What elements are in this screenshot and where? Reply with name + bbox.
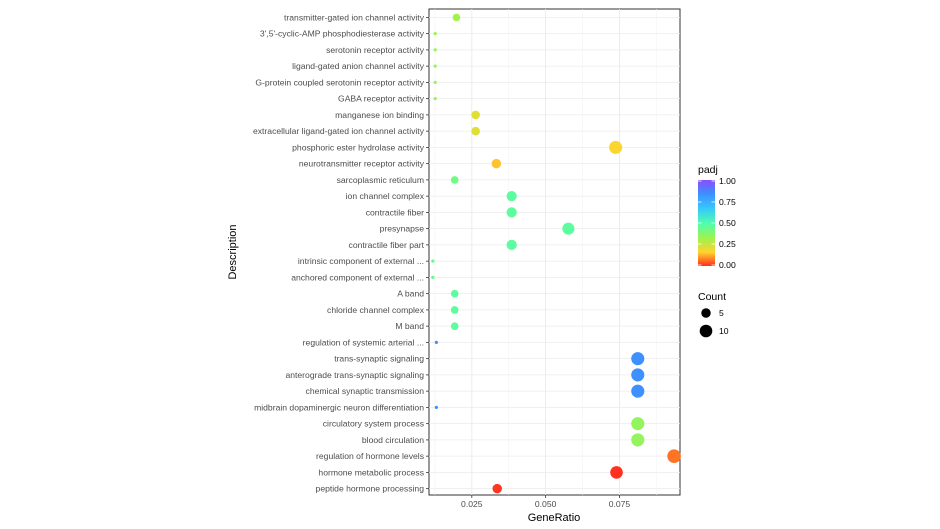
y-tick-label: neurotransmitter receptor activity bbox=[299, 159, 425, 169]
data-point bbox=[431, 275, 435, 279]
y-tick-label: phosphoric ester hydrolase activity bbox=[292, 142, 425, 152]
data-point bbox=[433, 80, 437, 84]
data-point bbox=[431, 259, 435, 263]
data-point bbox=[506, 207, 517, 218]
y-tick-label: intrinsic component of external ... bbox=[298, 256, 424, 266]
data-point bbox=[433, 32, 437, 36]
padj-tick-label: 1.00 bbox=[719, 176, 736, 186]
x-tick-label: 0.075 bbox=[609, 499, 631, 509]
x-tick-label: 0.025 bbox=[461, 499, 483, 509]
data-point bbox=[433, 48, 437, 52]
x-tick-labels: 0.025 0.050 0.075 bbox=[461, 495, 630, 509]
count-legend-label: 10 bbox=[719, 326, 729, 336]
data-point bbox=[631, 352, 645, 366]
y-tick-label: extracellular ligand-gated ion channel a… bbox=[253, 126, 425, 136]
padj-legend-title: padj bbox=[698, 164, 718, 176]
y-tick-label: ligand-gated anion channel activity bbox=[292, 61, 425, 71]
padj-tick-label: 0.25 bbox=[719, 239, 736, 249]
y-tick-label: contractile fiber part bbox=[349, 240, 425, 250]
data-point bbox=[471, 110, 480, 120]
data-point bbox=[491, 158, 502, 169]
data-point bbox=[631, 368, 645, 382]
padj-legend-ticks: 1.00 0.75 0.50 0.25 0.00 bbox=[698, 176, 736, 270]
y-tick-label: transmitter-gated ion channel activity bbox=[284, 12, 425, 22]
y-tick-label: peptide hormone processing bbox=[316, 484, 425, 494]
count-legend: Count 5 10 bbox=[698, 291, 729, 338]
y-tick-label: chemical synaptic transmission bbox=[306, 386, 425, 396]
data-point bbox=[471, 126, 480, 136]
y-tick-label: regulation of hormone levels bbox=[316, 451, 424, 461]
data-point bbox=[609, 140, 623, 154]
data-point bbox=[631, 417, 645, 431]
y-tick-label: trans-synaptic signaling bbox=[334, 354, 424, 364]
y-tick-label: circulatory system process bbox=[323, 419, 424, 429]
data-point bbox=[492, 483, 502, 494]
y-tick-label: regulation of systemic arterial ... bbox=[303, 337, 424, 347]
data-point bbox=[450, 322, 459, 330]
data-point bbox=[506, 239, 517, 251]
data-point bbox=[610, 466, 623, 479]
data-point bbox=[506, 191, 517, 202]
y-tick-label: hormone metabolic process bbox=[318, 467, 424, 477]
data-point bbox=[631, 433, 645, 447]
grid-lines bbox=[429, 9, 680, 495]
data-point bbox=[433, 97, 437, 101]
data-points bbox=[431, 13, 681, 494]
data-point bbox=[562, 222, 575, 235]
data-point bbox=[631, 384, 645, 398]
count-legend-entries: 5 10 bbox=[699, 308, 729, 338]
data-point bbox=[434, 340, 438, 344]
y-tick-label: A band bbox=[397, 289, 424, 299]
y-tick-label: sarcoplasmic reticulum bbox=[337, 175, 424, 185]
count-legend-title: Count bbox=[698, 291, 726, 303]
y-tick-label: ion channel complex bbox=[346, 191, 425, 201]
padj-tick-label: 0.75 bbox=[719, 197, 736, 207]
y-tick-label: GABA receptor activity bbox=[338, 94, 425, 104]
y-tick-label: blood circulation bbox=[362, 435, 424, 445]
y-tick-label: serotonin receptor activity bbox=[326, 45, 425, 55]
y-tick-label: presynapse bbox=[380, 224, 425, 234]
data-point bbox=[667, 449, 681, 463]
data-point bbox=[452, 13, 461, 22]
y-tick-label: chloride channel complex bbox=[327, 305, 425, 315]
y-tick-labels: transmitter-gated ion channel activity 3'… bbox=[253, 12, 429, 494]
y-tick-label: G-protein coupled serotonin receptor act… bbox=[255, 77, 424, 87]
count-legend-label: 5 bbox=[719, 308, 724, 318]
y-tick-label: M band bbox=[395, 321, 424, 331]
padj-tick-label: 0.50 bbox=[719, 218, 736, 228]
y-tick-label: anchored component of external ... bbox=[291, 272, 424, 282]
data-point bbox=[434, 405, 438, 409]
data-point bbox=[433, 64, 437, 68]
x-tick-label: 0.050 bbox=[535, 499, 557, 509]
padj-legend: padj 1.00 0.75 0.50 0.25 0.00 bbox=[698, 164, 736, 270]
data-point bbox=[450, 289, 459, 298]
count-legend-key bbox=[699, 324, 713, 338]
y-axis-title: Description bbox=[227, 224, 239, 279]
plot-panel bbox=[428, 8, 681, 496]
x-axis-title: GeneRatio bbox=[528, 512, 581, 524]
y-tick-label: contractile fiber bbox=[366, 207, 424, 217]
padj-tick-label: 0.00 bbox=[719, 260, 736, 270]
y-tick-label: midbrain dopaminergic neuron differentia… bbox=[254, 402, 424, 412]
y-tick-label: 3',5'-cyclic-AMP phosphodiesterase activ… bbox=[260, 29, 425, 39]
y-tick-label: anterograde trans-synaptic signaling bbox=[285, 370, 424, 380]
padj-colorbar bbox=[698, 180, 715, 266]
count-legend-key bbox=[701, 308, 711, 318]
data-point bbox=[450, 306, 459, 314]
y-tick-label: manganese ion binding bbox=[335, 110, 424, 120]
data-point bbox=[450, 176, 459, 184]
